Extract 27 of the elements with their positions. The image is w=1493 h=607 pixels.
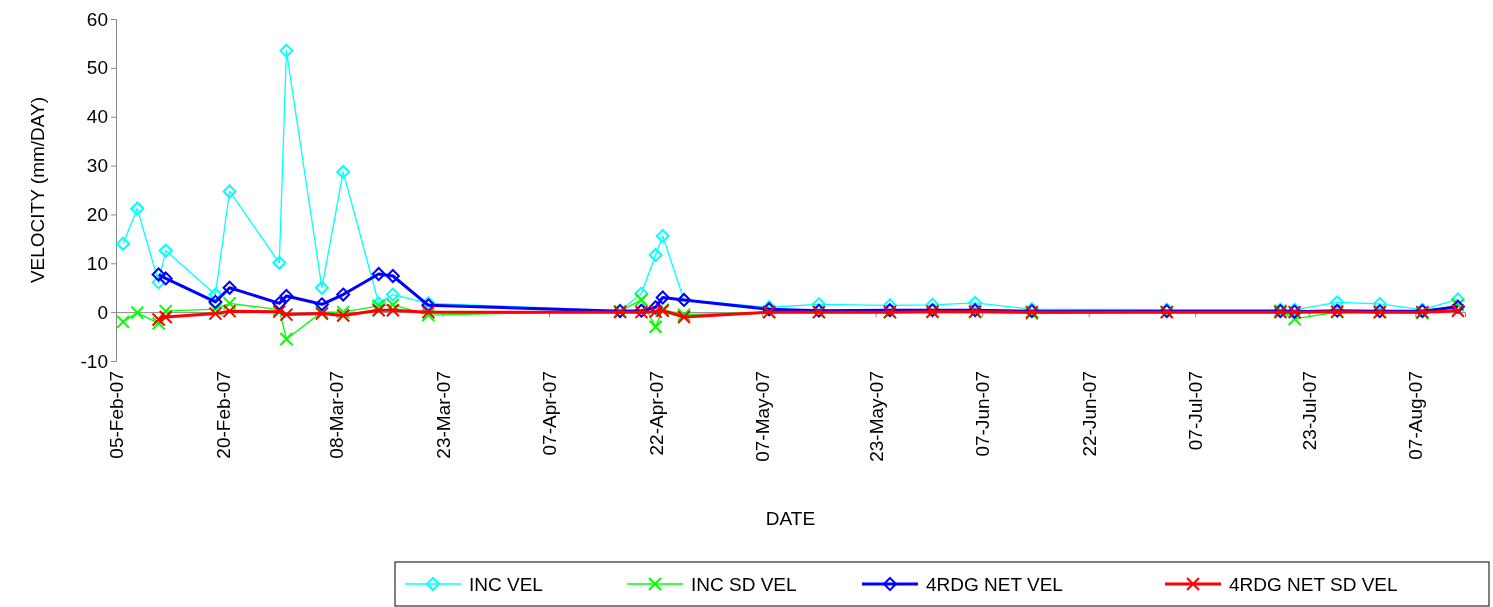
legend-label: INC SD VEL (691, 574, 797, 595)
y-tick-label: 20 (86, 204, 108, 226)
x-tick-label: 07-Jul-07 (1185, 371, 1207, 451)
y-tick-label: -10 (80, 350, 108, 372)
x-tick-label: 23-Mar-07 (432, 371, 454, 459)
x-tick-label: 20-Feb-07 (212, 371, 234, 459)
x-tick-label: 05-Feb-07 (106, 371, 127, 459)
legend-label: 4RDG NET VEL (926, 574, 1063, 595)
x-tick-label: 07-Aug-07 (1405, 371, 1427, 460)
legend-label: 4RDG NET SD VEL (1229, 574, 1398, 595)
y-axis-title: VELOCITY (mm/DAY) (27, 96, 48, 284)
x-tick-label: 22-Apr-07 (645, 371, 667, 456)
legend-label: INC VEL (469, 574, 543, 595)
y-tick-label: 40 (86, 106, 108, 128)
x-axis-title: DATE (765, 508, 816, 529)
y-tick-label: 10 (86, 252, 108, 274)
y-tick-label: 50 (86, 57, 108, 79)
y-tick-label: 0 (97, 301, 108, 323)
x-tick-label: 23-May-07 (865, 371, 887, 462)
x-tick-label: 23-Jul-07 (1298, 371, 1320, 451)
x-tick-label: 07-Apr-07 (539, 371, 561, 456)
x-tick-label: 07-May-07 (752, 371, 774, 462)
y-tick-label: 60 (86, 8, 108, 30)
x-tick-label: 07-Jun-07 (972, 371, 994, 457)
x-tick-label: 22-Jun-07 (1078, 371, 1100, 457)
y-tick-label: 30 (86, 155, 108, 177)
x-tick-label: 08-Mar-07 (326, 371, 348, 459)
